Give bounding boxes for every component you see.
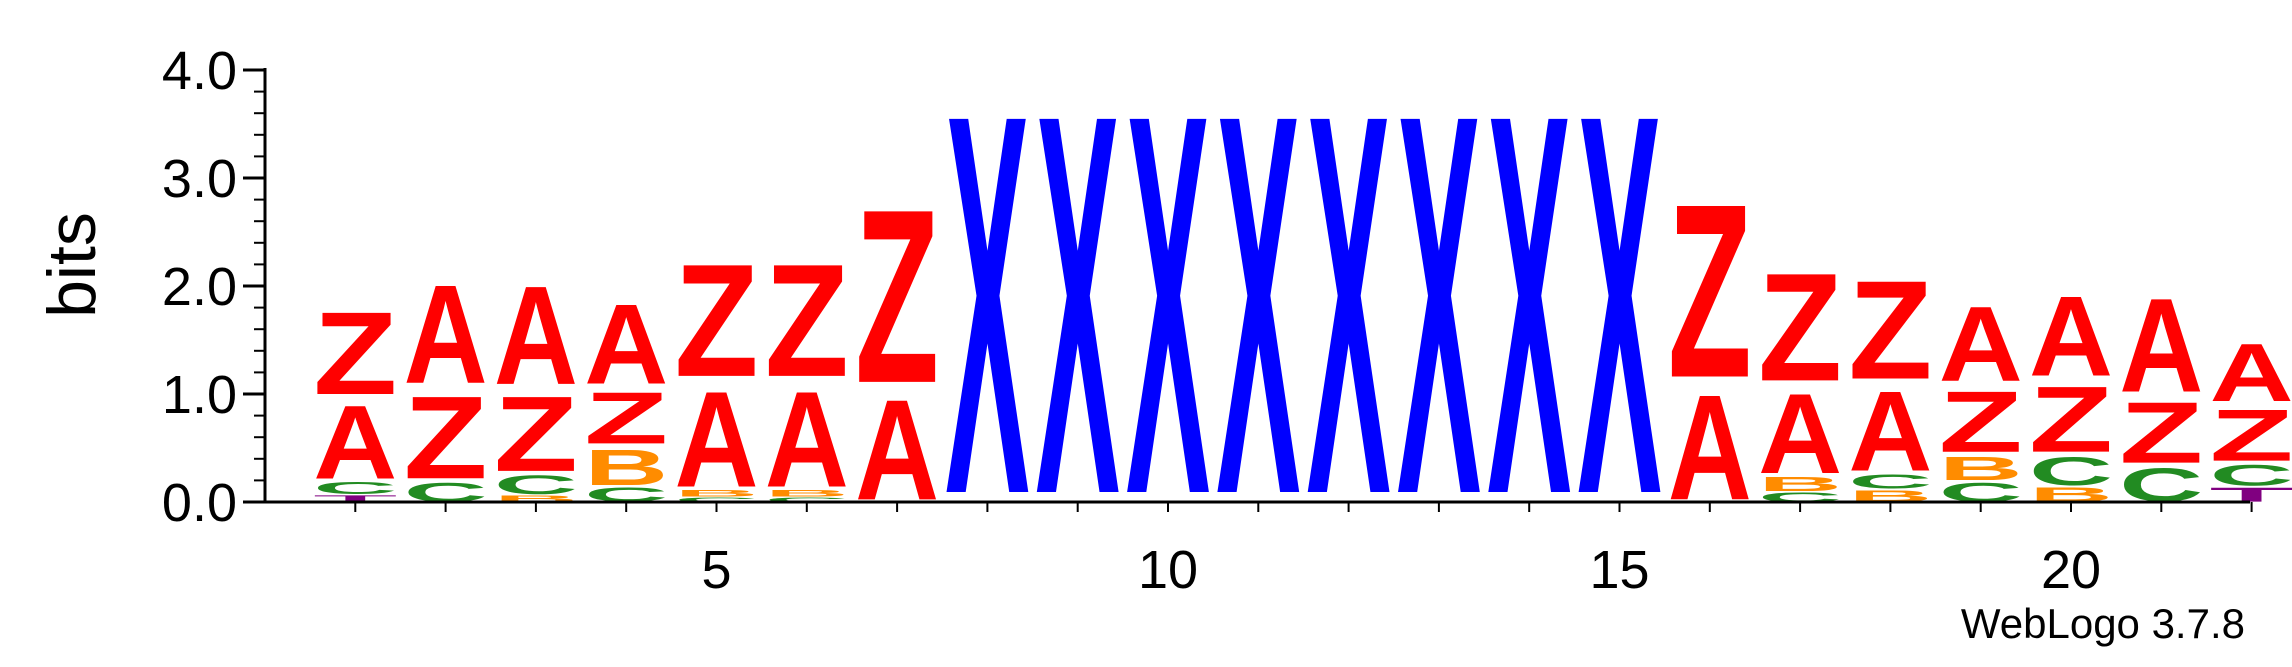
glyph-z: Z (494, 374, 578, 494)
glyph-a: A (1848, 369, 1932, 496)
glyph-z: Z (2119, 385, 2203, 482)
glyph-c: C (1848, 470, 1932, 493)
glyph-z: Z (584, 377, 668, 459)
glyph-z: Z (404, 372, 488, 504)
y-tick-label: 2.0 (162, 257, 237, 317)
glyph-c: C (494, 470, 578, 500)
glyph-c: C (2029, 449, 2113, 494)
glyph-c: C (675, 496, 759, 503)
glyph-b: B (675, 488, 759, 498)
glyph-t: T (2210, 483, 2292, 505)
glyph-b: B (765, 488, 849, 498)
glyph-x: X (945, 3, 1030, 608)
glyph-c: C (584, 483, 668, 506)
glyph-b: B (2029, 483, 2113, 506)
glyph-a: A (1758, 371, 1842, 498)
glyph-a: A (584, 281, 668, 408)
glyph-z: Z (313, 288, 397, 420)
glyph-a: A (2029, 274, 2113, 401)
glyph-x: X (1036, 3, 1121, 608)
glyph-c: C (2210, 459, 2292, 492)
y-tick-label: 0.0 (162, 473, 237, 533)
glyph-b: B (494, 493, 578, 503)
y-tick-label: 1.0 (162, 365, 237, 425)
y-tick-label: 3.0 (162, 149, 237, 209)
weblogo-credit: WebLogo 3.7.8 (1961, 600, 2245, 647)
glyph-b: B (1758, 473, 1842, 496)
glyph-c: C (313, 478, 397, 497)
x-tick-label: 20 (2041, 540, 2101, 600)
glyph-z: Z (1939, 374, 2023, 471)
glyph-a: A (1939, 284, 2023, 404)
x-tick-label: 5 (701, 540, 731, 600)
glyph-x: X (1126, 3, 1211, 608)
glyph-x: X (1578, 3, 1663, 608)
glyph-c: C (765, 496, 849, 503)
glyph-x: X (1397, 3, 1482, 608)
glyph-a: A (404, 256, 488, 413)
glyph-z: Z (1668, 154, 1752, 430)
axes: 0.0 1.0 2.0 3.0 4.0 5 10 15 20 (162, 41, 2253, 600)
x-tick-label: 15 (1589, 540, 1649, 600)
glyph-x: X (1487, 3, 1572, 608)
glyph-z: Z (675, 231, 759, 410)
glyph-b: B (584, 440, 668, 497)
glyph-a: A (765, 363, 849, 516)
y-tick-label: 4.0 (162, 41, 237, 101)
glyph-t: T (313, 493, 397, 503)
glyph-z: Z (765, 231, 849, 410)
glyph-z: Z (2029, 366, 2113, 471)
glyph-z: Z (1758, 241, 1842, 413)
glyph-a: A (494, 257, 578, 414)
glyph-x: X (1307, 3, 1392, 608)
glyph-x: X (1216, 3, 1301, 608)
glyph-a: A (2210, 327, 2292, 419)
glyph-b: B (1939, 450, 2023, 487)
glyph-a: A (313, 385, 397, 501)
glyph-z: Z (855, 159, 939, 435)
glyph-a: A (675, 363, 759, 516)
glyph-a: A (2119, 270, 2203, 421)
glyph-z: Z (1848, 252, 1932, 409)
y-axis-title: bits (34, 212, 110, 318)
glyph-z: Z (2210, 395, 2292, 477)
x-tick-label: 10 (1138, 540, 1198, 600)
